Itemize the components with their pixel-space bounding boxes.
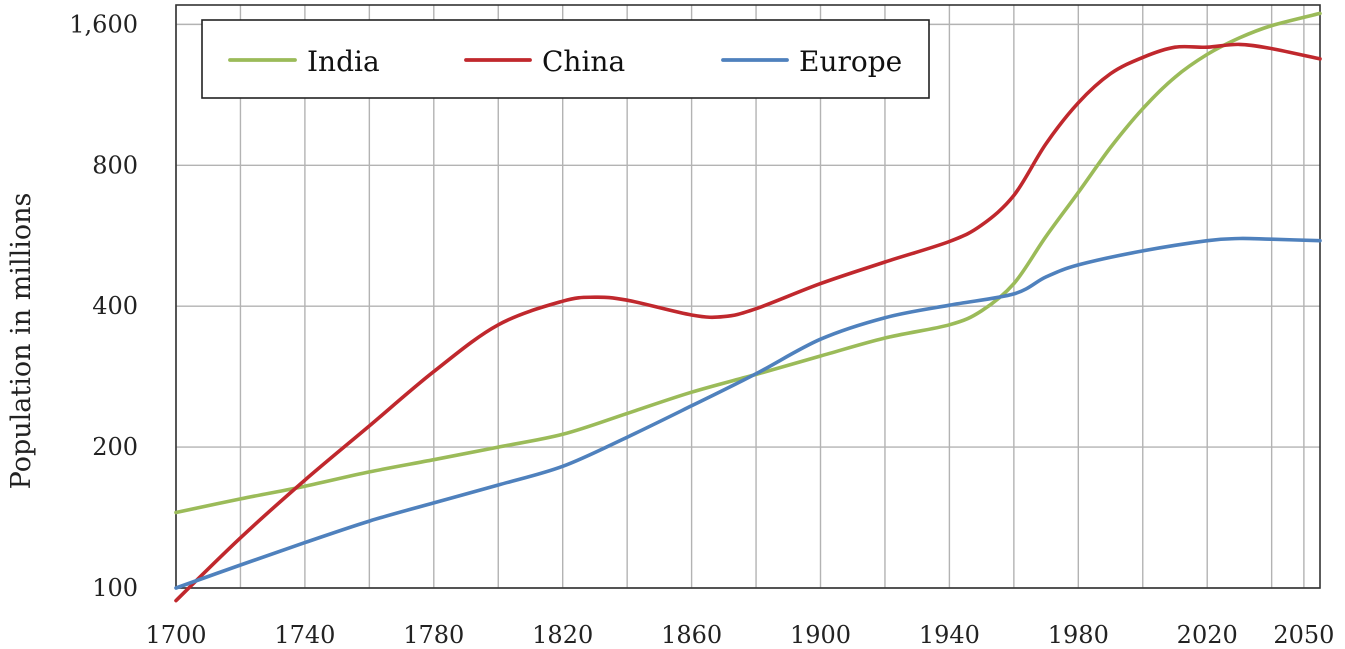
x-tick-label: 2050	[1273, 621, 1334, 649]
series-line-india	[174, 11, 1322, 515]
grid	[175, 5, 1320, 589]
series-lines	[174, 11, 1322, 603]
y-tick-label: 200	[92, 433, 138, 461]
x-tick-label: 1860	[661, 621, 722, 649]
x-tick-label: 1900	[790, 621, 851, 649]
y-axis-ticks: 100 200 400 800 1,600	[69, 10, 138, 602]
y-tick-label: 1,600	[69, 10, 138, 38]
x-axis-ticks: 1700 1740 1780 1820 1860 1900 1940 1980 2020 2050	[145, 621, 1334, 649]
y-tick-label: 800	[92, 151, 138, 179]
x-tick-label: 1740	[274, 621, 335, 649]
y-tick-label: 100	[92, 574, 138, 602]
legend-box	[201, 19, 930, 99]
x-tick-label: 1780	[403, 621, 464, 649]
series-line-china	[174, 42, 1322, 603]
legend-label-europe: Europe	[799, 45, 902, 78]
x-tick-label: 1940	[919, 621, 980, 649]
plot-frame	[175, 4, 1321, 589]
y-axis-title: Population in millions	[6, 193, 37, 490]
series-line-europe	[174, 236, 1322, 590]
x-tick-label: 1700	[145, 621, 206, 649]
legend-label-india: India	[307, 45, 380, 78]
legend: India China Europe	[201, 19, 930, 99]
x-tick-label: 2020	[1177, 621, 1238, 649]
x-tick-label: 1820	[532, 621, 593, 649]
x-tick-label: 1980	[1048, 621, 1109, 649]
legend-label-china: China	[542, 45, 625, 78]
y-tick-label: 400	[92, 292, 138, 320]
